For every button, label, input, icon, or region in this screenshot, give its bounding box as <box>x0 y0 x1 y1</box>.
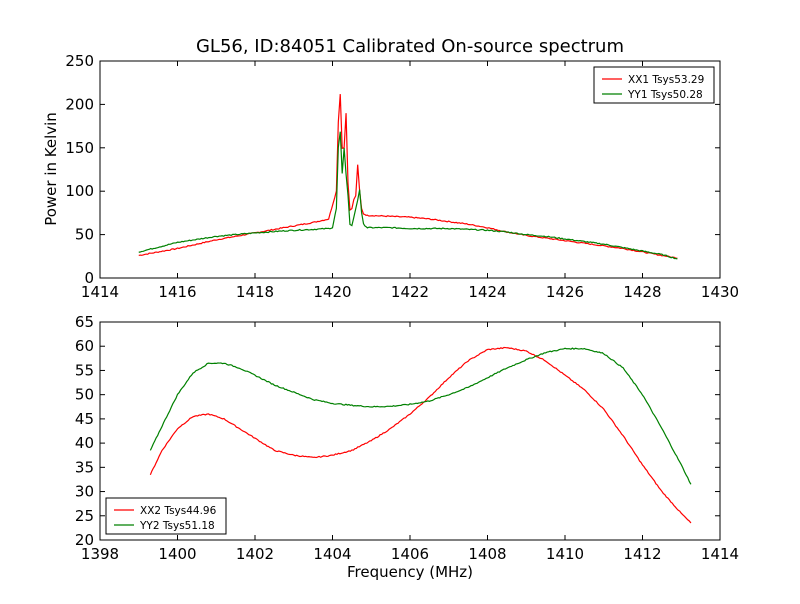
series-line-1 <box>149 346 692 524</box>
y-axis-label: Power in Kelvin <box>42 112 60 226</box>
y-tick-label: 200 <box>65 95 94 113</box>
x-tick-label: 1398 <box>81 545 119 563</box>
series-line-1 <box>138 94 678 259</box>
x-tick-label: 1406 <box>391 545 429 563</box>
x-tick-label: 1404 <box>313 545 351 563</box>
y-tick-label: 150 <box>65 139 94 157</box>
y-tick-label: 55 <box>75 361 94 379</box>
y-tick-label: 250 <box>65 52 94 70</box>
x-tick-label: 1426 <box>546 283 584 301</box>
x-tick-label: 1424 <box>468 283 506 301</box>
legend-box <box>105 497 227 535</box>
legend-label: YY2 Tsys51.18 <box>139 520 215 532</box>
y-tick-label: 50 <box>75 226 94 244</box>
series-line-2 <box>149 347 692 485</box>
x-tick-label: 1416 <box>158 283 196 301</box>
x-tick-label: 1420 <box>313 283 351 301</box>
y-tick-label: 100 <box>65 182 94 200</box>
x-tick-label: 1428 <box>623 283 661 301</box>
series-line-2 <box>138 131 678 260</box>
y-tick-label: 60 <box>75 337 94 355</box>
x-tick-label: 1402 <box>236 545 274 563</box>
legend: XX1 Tsys53.29 YY1 Tsys50.28 <box>593 66 715 104</box>
x-tick-label: 1410 <box>546 545 584 563</box>
y-tick-label: 40 <box>75 434 94 452</box>
y-tick-label: 25 <box>75 507 94 525</box>
x-tick-label: 1412 <box>623 545 661 563</box>
bottom-plot-area: 1398 1400 1402 1404 1406 1408 1410 1412 1414 20 25… <box>75 313 739 563</box>
y-tick-label: 35 <box>75 458 94 476</box>
legend-box <box>593 66 715 104</box>
top-chart: GL56, ID:84051 Calibrated On-source spec… <box>42 36 739 301</box>
bottom-chart: Frequency (MHz) 1398 1400 1402 1404 1406 1408… <box>75 313 739 581</box>
legend-label: YY1 Tsys50.28 <box>627 89 703 101</box>
y-tick-label: 50 <box>75 386 94 404</box>
x-tick-label: 1400 <box>158 545 196 563</box>
x-tick-label: 1422 <box>391 283 429 301</box>
y-tick-label: 65 <box>75 313 94 331</box>
legend: XX2 Tsys44.96 YY2 Tsys51.18 <box>105 497 227 535</box>
chart-title: GL56, ID:84051 Calibrated On-source spec… <box>196 36 624 57</box>
legend-label: XX2 Tsys44.96 <box>140 505 217 517</box>
top-plot-area: 1414 1416 1418 1420 1422 1424 1426 1428 1430 0 50 1… <box>65 52 739 301</box>
x-tick-label: 1408 <box>468 545 506 563</box>
y-tick-label: 30 <box>75 483 94 501</box>
x-tick-label: 1414 <box>701 545 739 563</box>
y-tick-label: 20 <box>75 531 94 549</box>
y-tick-label: 45 <box>75 410 94 428</box>
x-tick-label: 1414 <box>81 283 119 301</box>
x-tick-label: 1418 <box>236 283 274 301</box>
x-tick-label: 1430 <box>701 283 739 301</box>
x-axis-label: Frequency (MHz) <box>347 563 473 581</box>
y-tick-label: 0 <box>84 269 94 287</box>
legend-label: XX1 Tsys53.29 <box>628 74 704 86</box>
